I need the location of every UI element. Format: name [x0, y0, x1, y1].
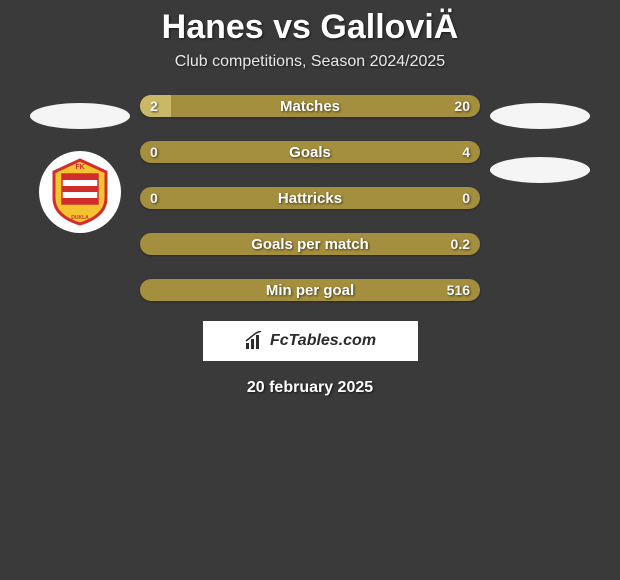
stat-value-right: 0.2 — [451, 236, 470, 252]
stat-bar: Min per goal 516 — [140, 279, 480, 301]
stat-value-right: 516 — [447, 282, 470, 298]
attribution-badge[interactable]: FcTables.com — [203, 321, 418, 361]
stat-bar: Goals per match 0.2 — [140, 233, 480, 255]
attribution-text: FcTables.com — [270, 332, 376, 350]
stat-bar: 0 Goals 4 — [140, 141, 480, 163]
stat-label: Goals — [289, 144, 331, 161]
player-placeholder-ellipse — [490, 103, 590, 129]
subtitle: Club competitions, Season 2024/2025 — [175, 53, 445, 71]
stat-label: Min per goal — [266, 282, 354, 299]
stat-value-right: 20 — [454, 98, 470, 114]
stat-value-left: 0 — [150, 144, 158, 160]
stat-value-right: 4 — [462, 144, 470, 160]
club-placeholder-ellipse — [490, 157, 590, 183]
stat-value-right: 0 — [462, 190, 470, 206]
comparison-widget: Hanes vs GalloviÄ Club competitions, Sea… — [0, 0, 620, 397]
bar-chart-icon — [244, 331, 264, 351]
left-player-col: FK DUKLA — [20, 95, 140, 233]
player-placeholder-ellipse — [30, 103, 130, 129]
stat-label: Matches — [280, 98, 340, 115]
date: 20 february 2025 — [247, 379, 373, 397]
club-crest-icon: FK DUKLA — [44, 156, 116, 228]
svg-text:FK: FK — [75, 164, 84, 171]
stat-label: Hattricks — [278, 190, 342, 207]
main-row: FK DUKLA 2 Matches 20 0 Goals 4 0 Hattricks 0 Goa… — [0, 95, 620, 301]
club-badge-left: FK DUKLA — [39, 151, 121, 233]
stat-value-left: 0 — [150, 190, 158, 206]
stat-value-left: 2 — [150, 98, 158, 114]
stat-bar: 2 Matches 20 — [140, 95, 480, 117]
svg-text:DUKLA: DUKLA — [71, 215, 89, 221]
title: Hanes vs GalloviÄ — [162, 8, 459, 47]
right-player-col — [480, 95, 600, 183]
stat-label: Goals per match — [251, 236, 369, 253]
stats-bars: 2 Matches 20 0 Goals 4 0 Hattricks 0 Goals per ma… — [140, 95, 480, 301]
stat-bar: 0 Hattricks 0 — [140, 187, 480, 209]
